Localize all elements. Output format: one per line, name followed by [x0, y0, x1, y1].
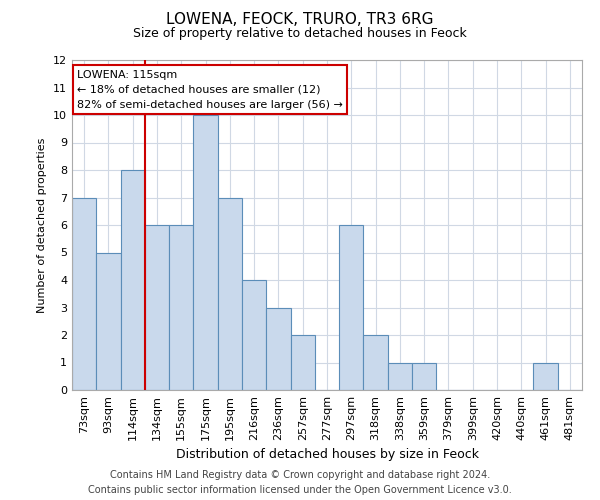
Bar — [169, 225, 193, 390]
Bar — [96, 252, 121, 390]
Bar — [533, 362, 558, 390]
Text: LOWENA, FEOCK, TRURO, TR3 6RG: LOWENA, FEOCK, TRURO, TR3 6RG — [166, 12, 434, 28]
Bar — [218, 198, 242, 390]
Bar — [145, 225, 169, 390]
Bar — [412, 362, 436, 390]
Bar — [121, 170, 145, 390]
Text: LOWENA: 115sqm
← 18% of detached houses are smaller (12)
82% of semi-detached ho: LOWENA: 115sqm ← 18% of detached houses … — [77, 70, 343, 110]
Bar — [290, 335, 315, 390]
Bar — [266, 308, 290, 390]
Y-axis label: Number of detached properties: Number of detached properties — [37, 138, 47, 312]
Bar — [339, 225, 364, 390]
Bar — [364, 335, 388, 390]
Bar — [193, 115, 218, 390]
Bar — [242, 280, 266, 390]
Bar — [388, 362, 412, 390]
Text: Contains HM Land Registry data © Crown copyright and database right 2024.
Contai: Contains HM Land Registry data © Crown c… — [88, 470, 512, 495]
X-axis label: Distribution of detached houses by size in Feock: Distribution of detached houses by size … — [176, 448, 479, 462]
Text: Size of property relative to detached houses in Feock: Size of property relative to detached ho… — [133, 28, 467, 40]
Bar — [72, 198, 96, 390]
